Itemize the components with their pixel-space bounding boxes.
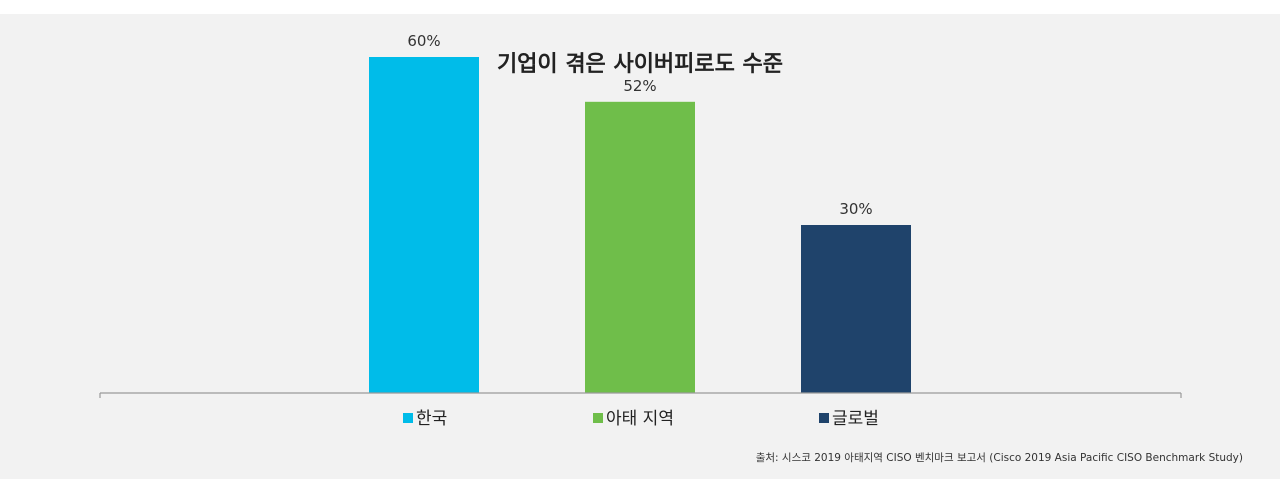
data-label-global: 30% (839, 200, 872, 218)
data-labels-group: 60% 52% 30% (407, 32, 872, 218)
bar-korea (369, 57, 479, 393)
bars-group (369, 57, 911, 394)
data-label-korea: 60% (407, 32, 440, 50)
chart-title: 기업이 겪은 사이버피로도 수준 (497, 52, 783, 77)
legend-label-apac: 아태 지역 (606, 409, 674, 429)
legend-label-korea: 한국 (416, 409, 447, 429)
legend: 한국 아태 지역 글로벌 (403, 409, 879, 429)
legend-swatch-apac (593, 413, 603, 423)
bar-apac (585, 101, 695, 394)
source-note: 출처: 시스코 2019 아태지역 CISO 벤치마크 보고서 (Cisco 2… (756, 452, 1243, 464)
legend-swatch-korea (403, 413, 413, 423)
data-label-apac: 52% (623, 77, 656, 95)
bar-global (801, 225, 911, 393)
legend-label-global: 글로벌 (832, 409, 879, 429)
legend-swatch-global (819, 413, 829, 423)
